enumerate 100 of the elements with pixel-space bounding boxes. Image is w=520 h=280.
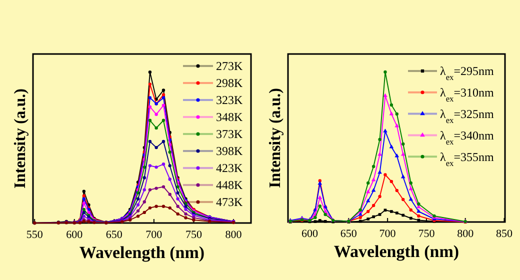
x-tick-label: 700 (146, 229, 163, 242)
x-tick-label: 800 (457, 228, 474, 240)
point (148, 105, 152, 108)
point (168, 164, 172, 168)
point (409, 208, 412, 212)
point (184, 204, 188, 208)
point (378, 138, 382, 142)
point (366, 181, 370, 185)
point (154, 112, 158, 116)
legend-label: 423K (216, 161, 243, 176)
point (148, 140, 152, 144)
x-tick-label: 650 (106, 229, 123, 242)
point (372, 215, 375, 218)
point (184, 208, 188, 212)
point (154, 126, 158, 130)
point (318, 195, 322, 199)
point (314, 216, 317, 220)
point (395, 112, 398, 116)
y-axis-title: Intensity (a.u.) (12, 88, 29, 189)
point (162, 140, 166, 144)
point (142, 210, 146, 214)
point (162, 96, 166, 100)
legend-label: λ$_{ex}$=310nm (440, 86, 494, 104)
x-tick-label: 800 (225, 229, 242, 242)
x-tick-label: 700 (379, 228, 396, 240)
point (148, 82, 152, 86)
point (136, 209, 140, 213)
point (82, 197, 86, 200)
x-tick-label: 750 (185, 229, 202, 242)
point (136, 203, 140, 206)
point (366, 218, 370, 220)
point (390, 180, 394, 184)
point (82, 208, 86, 212)
point (372, 164, 376, 168)
point (142, 188, 146, 192)
point (154, 166, 158, 169)
x-axis-title: Wavelength (nm) (334, 242, 460, 261)
point (136, 191, 140, 194)
x-tick-label: 750 (418, 228, 436, 240)
point (395, 188, 398, 192)
point (383, 128, 388, 132)
point (409, 216, 412, 220)
point (384, 208, 387, 212)
point (162, 88, 166, 92)
point (318, 204, 322, 208)
point (402, 198, 405, 202)
point (168, 150, 172, 154)
x-tick-label: 550 (26, 229, 44, 242)
point (314, 220, 317, 223)
point (82, 194, 86, 198)
point (82, 210, 86, 214)
point (383, 93, 388, 97)
point (136, 214, 140, 218)
y-axis-title: Intensity (a.u.) (267, 88, 284, 188)
point (184, 212, 188, 216)
point (148, 206, 152, 210)
point (136, 197, 140, 200)
point (82, 190, 86, 193)
legend-label: λ$_{ex}$=340nm (440, 128, 494, 146)
point (176, 191, 180, 194)
point (409, 181, 412, 185)
point (148, 188, 152, 192)
point (402, 214, 405, 217)
x-tick-label: 650 (340, 228, 358, 240)
point (142, 176, 146, 180)
legend-label: 398K (216, 144, 243, 158)
point (324, 220, 327, 223)
point (372, 204, 376, 208)
point (148, 70, 152, 74)
point (366, 210, 370, 214)
point (82, 214, 86, 218)
point (162, 204, 166, 208)
point (148, 96, 152, 100)
point (162, 185, 166, 188)
point (162, 162, 166, 166)
legend-label: 473K (216, 195, 243, 210)
point (395, 212, 398, 214)
x-tick-label: 600 (66, 229, 84, 242)
point (324, 212, 327, 216)
point (378, 213, 382, 216)
point (162, 104, 166, 107)
point (176, 212, 180, 216)
point (162, 118, 166, 122)
point (390, 103, 394, 107)
point (176, 204, 180, 208)
point (168, 206, 172, 210)
point (87, 210, 90, 214)
point (176, 197, 180, 200)
point (384, 173, 387, 176)
point (184, 216, 188, 220)
point (148, 118, 152, 122)
legend-label: 323K (216, 93, 243, 108)
point (154, 146, 158, 150)
point (358, 216, 362, 220)
legend-label: 373K (216, 127, 243, 142)
point (384, 70, 387, 74)
point (148, 164, 152, 168)
point (318, 219, 322, 222)
point (318, 180, 322, 185)
point (378, 194, 382, 198)
